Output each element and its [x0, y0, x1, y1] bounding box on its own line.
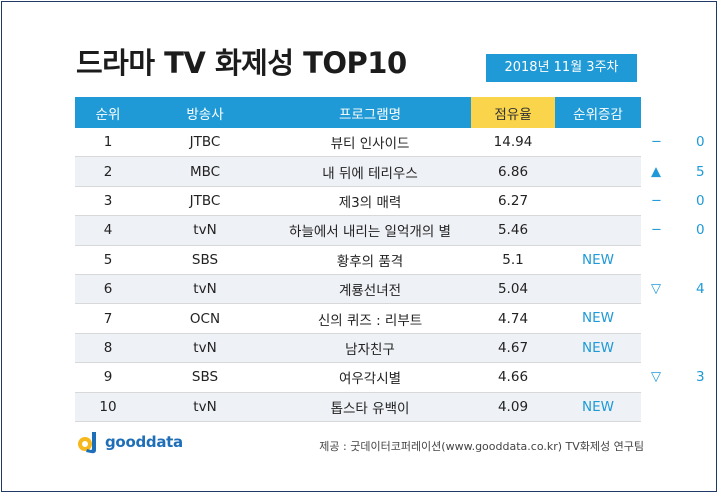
rank-cell: 3 — [75, 186, 141, 217]
program-cell: 뷰티 인사이드 — [269, 128, 471, 158]
share-cell: 4.67 — [471, 333, 555, 364]
change-value: 0 — [696, 222, 705, 239]
down-triangle-icon: ▽ — [651, 281, 661, 297]
change-value: 4 — [696, 281, 705, 298]
rank-cell: 1 — [75, 128, 141, 158]
program-cell: 계룡선녀전 — [269, 274, 471, 305]
table-row: 7 OCN 신의 퀴즈 : 리부트 4.74 NEW — [75, 303, 641, 334]
change-value: 3 — [696, 369, 705, 386]
change-cell: ▽ 4 — [555, 274, 705, 305]
header-change: 순위증감 — [555, 97, 641, 128]
header-broadcaster: 방송사 — [141, 97, 269, 128]
rank-cell: 2 — [75, 156, 141, 187]
gooddata-logo-icon — [78, 432, 96, 454]
ranking-table: 순위 방송사 프로그램명 점유율 순위증감 1 JTBC 뷰티 인사이드 14.94−… — [75, 97, 705, 422]
program-cell: 황후의 품격 — [269, 245, 471, 275]
program-cell: 여우각시별 — [269, 362, 471, 393]
broadcaster-cell: JTBC — [141, 128, 269, 158]
share-cell: 6.86 — [471, 156, 555, 187]
share-cell: 4.74 — [471, 303, 555, 334]
broadcaster-cell: tvN — [141, 392, 269, 422]
logo-text: gooddata — [105, 433, 183, 451]
dash-icon: − — [651, 193, 662, 209]
share-cell: 6.27 — [471, 186, 555, 217]
change-cell: NEW — [555, 245, 641, 275]
table-row: 6 tvN 계룡선녀전 5.04 ▽ 4 — [75, 274, 705, 305]
new-badge: NEW — [582, 339, 614, 356]
new-badge: NEW — [582, 310, 614, 327]
rank-cell: 6 — [75, 274, 141, 305]
gooddata-logo: gooddata — [76, 430, 183, 454]
change-cell: −0 — [555, 215, 705, 246]
table-row: 10 tvN 톱스타 유백이 4.09 NEW — [75, 392, 641, 422]
down-triangle-icon: ▽ — [651, 369, 661, 385]
broadcaster-cell: SBS — [141, 245, 269, 275]
share-cell: 5.46 — [471, 215, 555, 246]
rank-cell: 5 — [75, 245, 141, 275]
change-value: 0 — [696, 192, 705, 209]
new-badge: NEW — [582, 251, 614, 268]
week-badge: 2018년 11월 3주차 — [486, 54, 637, 82]
broadcaster-cell: JTBC — [141, 186, 269, 217]
header-program: 프로그램명 — [269, 97, 471, 128]
change-cell: −0 — [555, 128, 705, 158]
program-cell: 내 뒤에 테리우스 — [269, 156, 471, 187]
share-cell: 5.1 — [471, 245, 555, 275]
table-header-row: 순위 방송사 프로그램명 점유율 순위증감 — [75, 97, 641, 128]
table-row: 3 JTBC 제3의 매력 6.27−0 — [75, 186, 705, 217]
new-badge: NEW — [582, 398, 614, 415]
rank-cell: 4 — [75, 215, 141, 246]
change-cell: NEW — [555, 392, 641, 422]
share-cell: 14.94 — [471, 128, 555, 158]
page-title: 드라마 TV 화제성 TOP10 — [76, 46, 407, 80]
rank-cell: 10 — [75, 392, 141, 422]
table-row: 1 JTBC 뷰티 인사이드 14.94−0 — [75, 128, 705, 158]
broadcaster-cell: tvN — [141, 215, 269, 246]
program-cell: 톱스타 유백이 — [269, 392, 471, 422]
share-cell: 4.66 — [471, 362, 555, 393]
share-cell: 5.04 — [471, 274, 555, 305]
table-row: 2 MBC 내 뒤에 테리우스 6.86 ▲ 5 — [75, 156, 705, 187]
program-cell: 남자친구 — [269, 333, 471, 364]
broadcaster-cell: tvN — [141, 274, 269, 305]
broadcaster-cell: MBC — [141, 156, 269, 187]
broadcaster-cell: tvN — [141, 333, 269, 364]
change-value: 0 — [696, 134, 705, 151]
table-row: 5 SBS 황후의 품격 5.1 NEW — [75, 245, 641, 275]
table-row: 9 SBS 여우각시별 4.66 ▽ 3 — [75, 362, 705, 393]
rank-cell: 9 — [75, 362, 141, 393]
broadcaster-cell: SBS — [141, 362, 269, 393]
rank-cell: 7 — [75, 303, 141, 334]
dash-icon: − — [651, 134, 662, 150]
change-cell: −0 — [555, 186, 705, 217]
source-credit: 제공 : 굿데이터코퍼레이션(www.gooddata.co.kr) TV화제성… — [319, 440, 644, 453]
table-row: 4 tvN 하늘에서 내리는 일억개의 별 5.46−0 — [75, 215, 705, 246]
header-share: 점유율 — [471, 97, 555, 128]
change-cell: NEW — [555, 333, 641, 364]
header-rank: 순위 — [75, 97, 141, 128]
program-cell: 신의 퀴즈 : 리부트 — [269, 303, 471, 334]
broadcaster-cell: OCN — [141, 303, 269, 334]
program-cell: 제3의 매력 — [269, 186, 471, 217]
change-cell: ▲ 5 — [555, 156, 705, 187]
change-value: 5 — [696, 163, 705, 180]
program-cell: 하늘에서 내리는 일억개의 별 — [269, 215, 471, 246]
change-cell: ▽ 3 — [555, 362, 705, 393]
up-triangle-icon: ▲ — [651, 164, 661, 180]
share-cell: 4.09 — [471, 392, 555, 422]
dash-icon: − — [651, 222, 662, 238]
change-cell: NEW — [555, 303, 641, 334]
rank-cell: 8 — [75, 333, 141, 364]
table-row: 8 tvN 남자친구 4.67 NEW — [75, 333, 641, 364]
